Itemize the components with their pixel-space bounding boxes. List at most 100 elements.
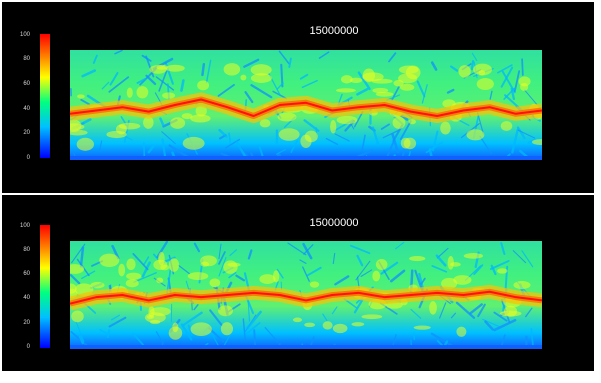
upland-patch — [375, 259, 388, 271]
valley-channel — [360, 269, 373, 277]
valley-channel — [155, 331, 163, 343]
valley-channel — [334, 133, 350, 142]
upland-patch — [147, 314, 155, 320]
upland-patch — [408, 119, 416, 125]
valley-channel — [70, 274, 81, 285]
upland-patch — [190, 322, 212, 337]
valley-channel — [511, 128, 519, 154]
valley-channel — [353, 298, 364, 314]
upland-patch — [429, 301, 437, 315]
plot-panel-top: 15000000 100 80 60 40 20 0 — [2, 2, 594, 193]
upland-patch — [71, 310, 84, 323]
upland-patch — [441, 277, 458, 290]
valley-channel — [390, 269, 406, 283]
upland-patch — [463, 253, 484, 259]
base-level-strip — [70, 156, 542, 160]
valley-channel — [147, 144, 155, 154]
upland-patch — [125, 279, 139, 288]
valley-channel — [187, 324, 193, 337]
valley-channel — [278, 50, 290, 65]
valley-channel — [201, 63, 206, 77]
colorbar-tick-20: 20 — [23, 130, 30, 136]
heatmap-field — [70, 50, 542, 160]
valley-channel — [436, 247, 449, 259]
ridge-crest — [70, 98, 542, 117]
upland-patch — [409, 256, 426, 262]
valley-channel — [132, 332, 144, 346]
valley-channel — [109, 71, 119, 86]
upland-patch — [335, 88, 356, 93]
upland-patch — [218, 305, 233, 317]
upland-patch — [304, 322, 316, 328]
upland-patch — [156, 277, 164, 284]
valley-channel — [264, 327, 279, 343]
valley-channel — [325, 137, 339, 146]
upland-patch — [440, 121, 451, 135]
upland-patch — [259, 119, 271, 128]
valley-channel — [361, 134, 366, 152]
valley-channel — [108, 316, 127, 328]
upland-patch — [278, 128, 300, 141]
valley-channel — [380, 123, 390, 130]
upland-patch — [172, 322, 179, 333]
valley-channel — [469, 303, 483, 315]
upland-patch — [181, 113, 193, 120]
valley-channel — [446, 88, 455, 94]
valley-channel — [512, 250, 527, 264]
upland-patch — [466, 129, 485, 141]
upland-patch — [259, 274, 276, 285]
upland-patch — [223, 260, 238, 274]
valley-channel — [288, 57, 292, 68]
valley-channel — [180, 79, 185, 92]
valley-channel — [322, 313, 328, 322]
valley-channel — [332, 252, 336, 265]
upland-patch — [447, 255, 454, 270]
upland-patch — [165, 64, 185, 72]
base-level-strip — [70, 345, 542, 349]
valley-channel — [108, 76, 130, 93]
valley-channel — [177, 264, 190, 275]
valley-channel — [114, 50, 123, 55]
valley-channel — [318, 51, 330, 59]
upland-patch — [453, 275, 472, 285]
upland-patch — [398, 65, 419, 74]
valley-channel — [229, 249, 238, 256]
upland-patch — [513, 281, 531, 290]
upland-patch — [126, 272, 142, 280]
valley-channel — [479, 135, 492, 155]
valley-channel — [477, 303, 486, 318]
upland-patch — [497, 268, 508, 274]
valley-channel — [143, 142, 146, 160]
valley-channel — [143, 256, 150, 266]
upland-patch — [503, 305, 518, 317]
valley-channel — [420, 277, 426, 285]
upland-patch — [400, 137, 411, 149]
valley-channel — [180, 323, 193, 341]
upland-patch — [458, 65, 471, 78]
valley-channel — [303, 244, 314, 255]
colorbar-tick-80: 80 — [23, 247, 30, 253]
valley-channel — [71, 243, 86, 264]
valley-channel — [235, 274, 246, 282]
valley-channel — [489, 259, 510, 270]
valley-channel — [430, 61, 438, 71]
upland-patch — [118, 122, 141, 130]
ridge-crest — [70, 290, 542, 305]
valley-channel — [302, 266, 310, 282]
colorbar-tick-80: 80 — [23, 56, 30, 62]
valley-channel — [334, 275, 350, 286]
upland-patch — [70, 264, 85, 274]
valley-channel — [205, 59, 212, 84]
valley-channel — [182, 311, 203, 327]
valley-channel — [280, 63, 284, 88]
valley-channel — [79, 246, 85, 268]
upland-patch — [197, 80, 210, 91]
valley-channel — [455, 301, 476, 319]
heatmap-field — [70, 241, 542, 349]
valley-channel — [357, 71, 371, 91]
valley-channel — [245, 322, 261, 335]
valley-channel — [168, 144, 190, 159]
valley-channel — [228, 271, 237, 279]
colorbar — [40, 225, 50, 348]
upland-patch — [473, 63, 492, 76]
